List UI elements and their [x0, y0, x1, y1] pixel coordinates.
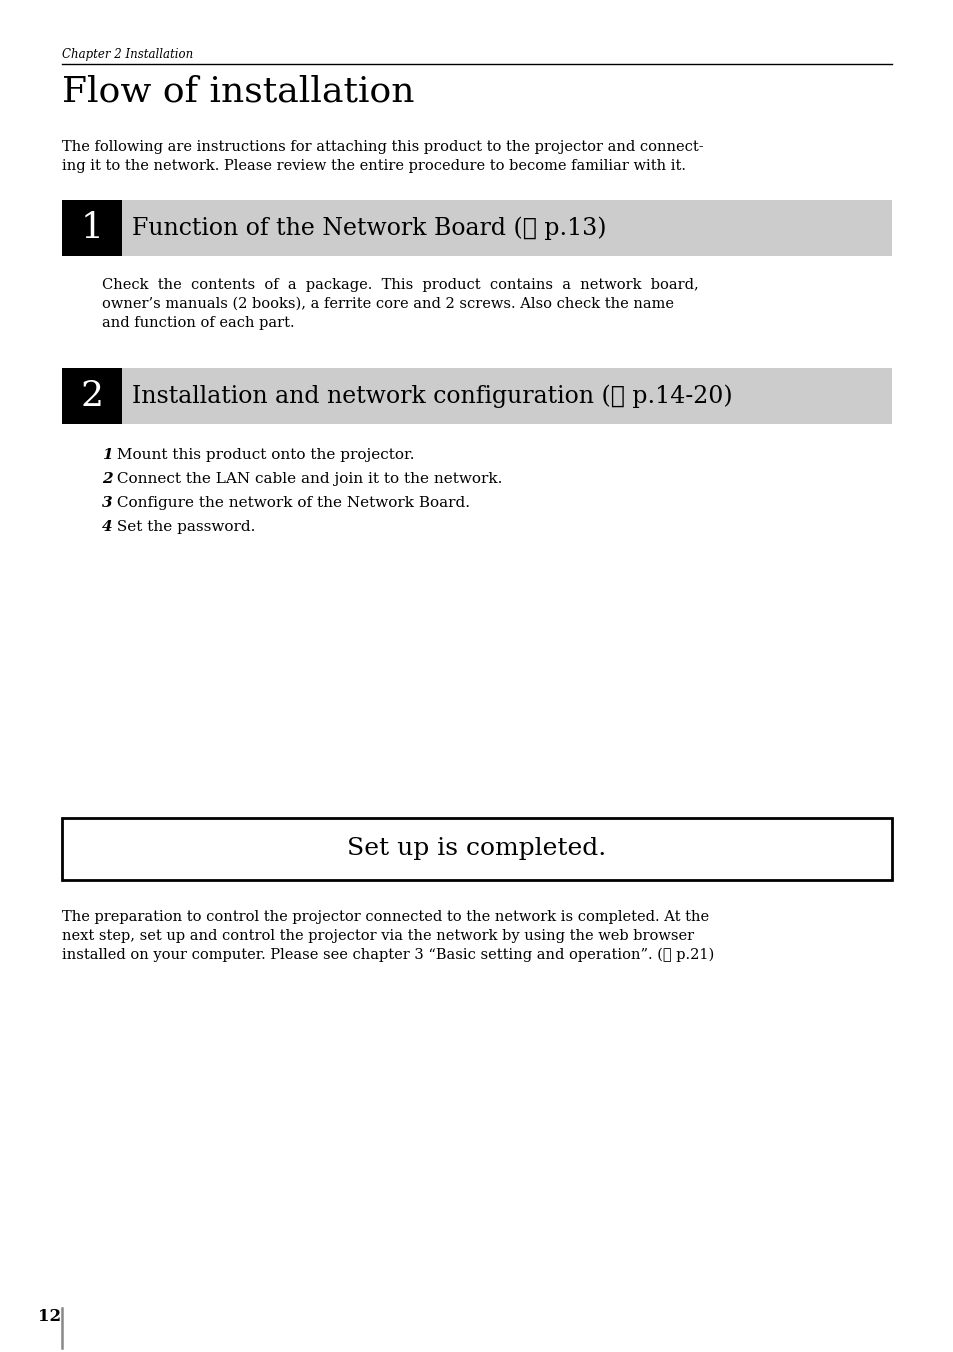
Text: Check  the  contents  of  a  package.  This  product  contains  a  network  boar: Check the contents of a package. This pr… [102, 279, 698, 292]
Text: Chapter 2 Installation: Chapter 2 Installation [62, 49, 193, 61]
Text: Set the password.: Set the password. [112, 521, 255, 534]
Text: 2: 2 [80, 379, 103, 412]
Text: Set up is completed.: Set up is completed. [347, 837, 606, 860]
Text: 3: 3 [102, 496, 112, 510]
Text: Flow of installation: Flow of installation [62, 74, 414, 108]
Bar [62, 818, 891, 880]
Text: installed on your computer. Please see chapter 3 “Basic setting and operation”. : installed on your computer. Please see c… [62, 948, 714, 963]
Text: Mount this product onto the projector.: Mount this product onto the projector. [112, 448, 414, 462]
Bar [62, 368, 891, 425]
Text: 1: 1 [80, 211, 103, 245]
Text: and function of each part.: and function of each part. [102, 316, 294, 330]
Text: Installation and network configuration (☞ p.14-20): Installation and network configuration (… [132, 384, 732, 408]
Text: 12: 12 [38, 1307, 61, 1325]
Text: The preparation to control the projector connected to the network is completed. : The preparation to control the projector… [62, 910, 708, 923]
Text: The following are instructions for attaching this product to the projector and c: The following are instructions for attac… [62, 141, 703, 154]
Bar [62, 200, 122, 256]
Text: Connect the LAN cable and join it to the network.: Connect the LAN cable and join it to the… [112, 472, 502, 485]
Text: 4: 4 [102, 521, 112, 534]
Text: Configure the network of the Network Board.: Configure the network of the Network Boa… [112, 496, 470, 510]
Bar [62, 368, 122, 425]
Text: owner’s manuals (2 books), a ferrite core and 2 screws. Also check the name: owner’s manuals (2 books), a ferrite cor… [102, 297, 673, 311]
Bar [62, 200, 891, 256]
Text: Function of the Network Board (☞ p.13): Function of the Network Board (☞ p.13) [132, 216, 606, 239]
Text: 1: 1 [102, 448, 112, 462]
Text: next step, set up and control the projector via the network by using the web bro: next step, set up and control the projec… [62, 929, 694, 942]
Text: ing it to the network. Please review the entire procedure to become familiar wit: ing it to the network. Please review the… [62, 160, 685, 173]
Text: 2: 2 [102, 472, 112, 485]
